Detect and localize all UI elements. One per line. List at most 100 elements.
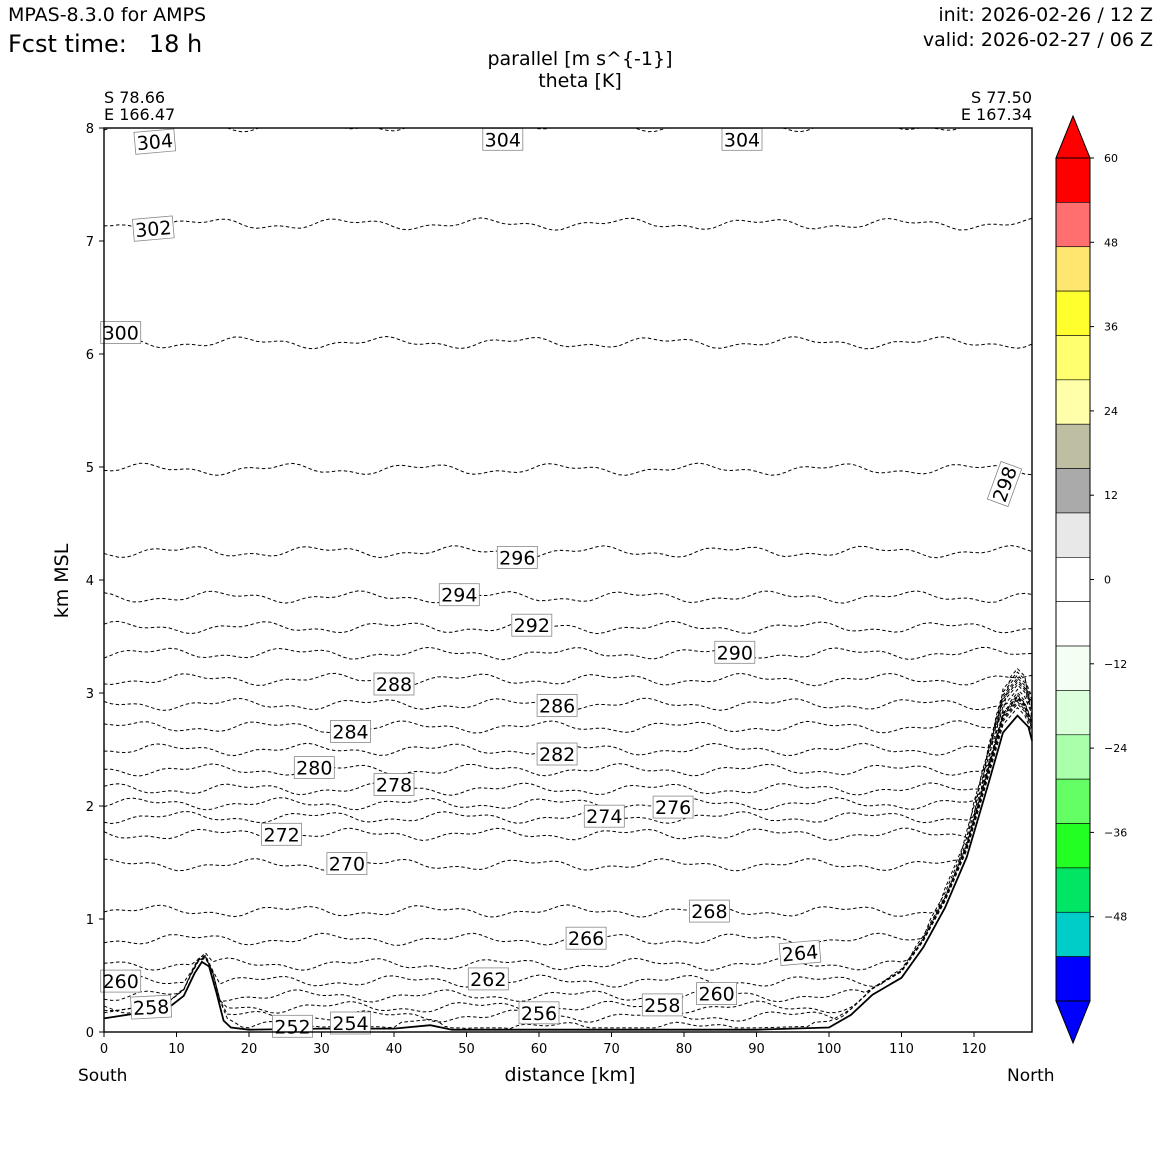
theta-contour-290	[104, 646, 1032, 661]
colorbar-bin-18	[1055, 956, 1091, 1002]
contour-label-text: 260	[103, 971, 139, 993]
contour-label-box	[641, 993, 683, 1017]
forecast-time-label: Fcst time:	[8, 30, 127, 58]
contour-label-text: 282	[539, 744, 575, 766]
contour-label-box	[689, 899, 730, 923]
y-axis-label: km MSL	[51, 543, 73, 619]
theta-contour-292	[104, 620, 1032, 635]
forecast-time: Fcst time: 18 h	[8, 30, 202, 58]
y-tick-label-7: 7	[86, 235, 94, 250]
contour-label-text: 286	[539, 695, 575, 717]
contour-label-302-3: 302	[131, 215, 175, 242]
direction-south-label: South	[78, 1066, 128, 1086]
theta-contour-266	[104, 695, 1032, 946]
contour-label-252-30: 252	[272, 1014, 313, 1038]
theta-contour-272	[104, 684, 1032, 842]
contour-label-text: 284	[332, 721, 368, 743]
contour-label-298-5: 298	[986, 460, 1023, 508]
contour-label-304-1: 304	[482, 127, 524, 151]
contour-label-300-4: 300	[100, 321, 142, 345]
theta-contour-284	[104, 667, 1032, 734]
contour-label-box	[565, 926, 607, 950]
y-tick-label-5: 5	[86, 461, 94, 476]
colorbar-tick-label-24: 24	[1104, 405, 1118, 418]
colorbar-tick-label-60: 60	[1104, 152, 1118, 165]
contour-label-text: 254	[332, 1013, 368, 1035]
contour-label-284-12: 284	[330, 720, 371, 743]
contour-label-box	[133, 128, 177, 155]
colorbar-bin-7	[1055, 468, 1091, 514]
theta-contour-276	[104, 679, 1032, 811]
contour-label-box	[652, 795, 694, 819]
contour-label-text: 264	[781, 941, 819, 966]
x-tick-label-100: 100	[817, 1042, 842, 1057]
contour-label-304-2: 304	[721, 127, 763, 151]
contour-label-box	[696, 982, 737, 1005]
x-tick-label-80: 80	[676, 1042, 693, 1057]
contour-label-260-24: 260	[100, 969, 142, 993]
theta-contour-302	[104, 217, 1032, 231]
contour-label-text: 300	[103, 323, 139, 345]
x-tick-label-50: 50	[458, 1042, 475, 1057]
contour-label-292-8: 292	[511, 613, 553, 637]
contour-label-text: 272	[263, 824, 299, 846]
contour-label-box	[293, 756, 335, 779]
contour-label-text: 304	[136, 130, 174, 155]
x-tick-label-70: 70	[603, 1042, 620, 1057]
y-tick-label-0: 0	[86, 1026, 94, 1041]
contour-label-272-18: 272	[261, 822, 303, 846]
contour-label-304-0: 304	[133, 128, 177, 155]
contour-label-box	[496, 546, 538, 569]
colorbar-bin-16	[1055, 867, 1091, 913]
contour-label-288-10: 288	[373, 672, 415, 696]
model-title: MPAS-8.3.0 for AMPS	[8, 4, 207, 26]
contour-label-264-22: 264	[778, 939, 822, 966]
theta-contour-280	[104, 674, 1032, 777]
colorbar-bin-0	[1055, 157, 1091, 203]
colorbar-bin-4	[1055, 335, 1091, 381]
contour-label-270-19: 270	[326, 852, 368, 876]
contour-label-box	[518, 1001, 560, 1025]
theta-contour-288	[104, 672, 1032, 687]
x-tick-label-20: 20	[241, 1042, 258, 1057]
y-tick-label-1: 1	[86, 913, 94, 928]
colorbar-tick-label--24: −24	[1104, 742, 1127, 755]
contour-label-text: 298	[989, 464, 1022, 506]
contour-label-box	[330, 1011, 371, 1035]
contour-label-text: 280	[296, 758, 332, 780]
x-tick-label-40: 40	[386, 1042, 403, 1057]
colorbar: 60 48 36 24 12 0 −12 −24 −36 −48	[1055, 114, 1127, 1045]
right-endpoint-lat: S 77.50	[970, 88, 1032, 107]
contour-label-box	[467, 967, 509, 991]
theta-contour-300	[104, 335, 1032, 350]
theta-contours	[104, 128, 1032, 1030]
colorbar-tick-label-0: 0	[1104, 574, 1111, 587]
contour-label-box	[536, 742, 578, 766]
plot-frame	[103, 127, 1033, 1033]
colorbar-bin-14	[1055, 778, 1091, 824]
theta-contour-298	[104, 462, 1032, 476]
contour-label-text: 294	[441, 585, 477, 607]
contour-label-text: 304	[485, 129, 521, 151]
contour-label-282-13: 282	[536, 742, 578, 766]
contour-label-286-11: 286	[536, 694, 578, 717]
contour-label-text: 288	[376, 674, 412, 696]
y-tick-label-8: 8	[86, 122, 94, 137]
colorbar-bin-15	[1055, 823, 1091, 869]
contour-label-256-28: 256	[518, 1001, 560, 1025]
colorbar-tick-label-12: 12	[1104, 489, 1118, 502]
theta-contour-294	[104, 590, 1032, 604]
theta-contour-270	[104, 688, 1032, 872]
contour-label-text: 276	[655, 797, 691, 819]
x-axis-label: distance [km]	[504, 1064, 636, 1086]
contour-label-box	[131, 215, 175, 242]
contour-label-box	[511, 613, 553, 637]
contour-label-278-15: 278	[373, 773, 415, 797]
theta-contour-260	[104, 699, 1032, 1003]
colorbar-bin-10	[1055, 601, 1091, 647]
contour-label-text: 290	[717, 642, 753, 664]
contour-label-box	[373, 773, 415, 796]
contour-label-box	[100, 969, 142, 993]
contour-label-text: 262	[470, 969, 506, 991]
